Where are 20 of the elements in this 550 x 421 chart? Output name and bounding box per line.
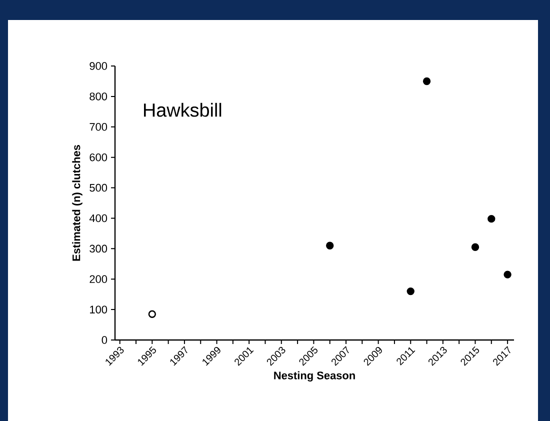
point: [488, 214, 496, 223]
y-tick-label: 700: [90, 123, 108, 131]
point: [504, 270, 512, 278]
x-axis-title: Nesting Season: [274, 371, 355, 382]
annotation: Hawksbill: [144, 102, 222, 117]
y-tick-label: 200: [90, 275, 108, 283]
point: [422, 77, 431, 86]
y-tick-label: 300: [90, 244, 108, 253]
point: [148, 310, 156, 318]
y-tick-label: 400: [89, 214, 108, 222]
y-tick-label: 600: [90, 153, 108, 162]
y-tick-label: 900: [90, 62, 108, 70]
point: [406, 287, 414, 296]
point: [326, 242, 334, 250]
y-axis-title: Estimated (n) clutches: [72, 145, 82, 261]
y-tick-label: 0: [102, 336, 108, 344]
y-tick-label: 100: [90, 306, 108, 314]
y-tick-label: 500: [90, 184, 108, 192]
point: [471, 243, 480, 251]
y-tick-label: 800: [90, 92, 108, 100]
